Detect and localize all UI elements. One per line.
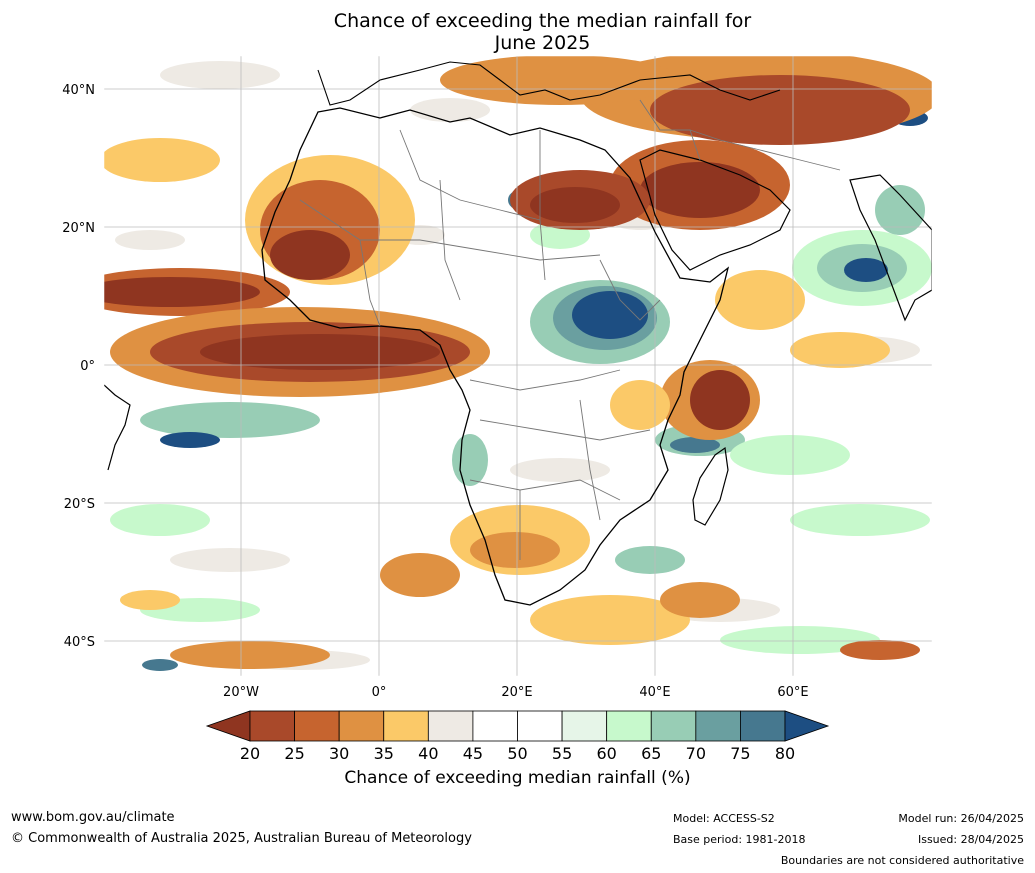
colorbar-swatch bbox=[517, 710, 563, 742]
graticule bbox=[104, 56, 932, 676]
issued-text: Issued: 28/04/2025 bbox=[917, 833, 1024, 846]
colorbar-tick-label: 75 bbox=[730, 744, 750, 763]
wet-anomaly-regions bbox=[110, 110, 932, 671]
colorbar-tick-label: 40 bbox=[418, 744, 438, 763]
madagascar-coastline bbox=[692, 446, 729, 526]
lat-label-40n: 40°N bbox=[62, 83, 95, 98]
lat-label-0: 0° bbox=[80, 359, 95, 374]
colorbar-swatch bbox=[650, 710, 697, 742]
map-frame bbox=[103, 55, 933, 677]
title-line-2: June 2025 bbox=[494, 32, 591, 54]
colorbar-swatch bbox=[249, 710, 295, 742]
latitude-labels: 40°N 20°N 0° 20°S 40°S bbox=[62, 83, 95, 650]
colorbar-tick-label: 50 bbox=[507, 744, 527, 763]
colorbar-swatch bbox=[338, 710, 385, 742]
colorbar-swatch bbox=[695, 710, 741, 742]
lon-label-0: 0° bbox=[372, 685, 387, 700]
colorbar-swatch bbox=[561, 710, 608, 742]
south-america-coastline bbox=[104, 384, 131, 471]
model-run-text: Model run: 26/04/2025 bbox=[898, 812, 1024, 825]
colorbar-swatch bbox=[472, 710, 518, 742]
base-period-text: Base period: 1981-2018 bbox=[673, 833, 806, 846]
colorbar-swatch bbox=[383, 710, 429, 742]
colorbar-tick-label: 30 bbox=[329, 744, 349, 763]
colorbar-swatch bbox=[294, 710, 340, 742]
colorbar-tick-label: 60 bbox=[596, 744, 616, 763]
colorbar-tick-label: 70 bbox=[686, 744, 706, 763]
disclaimer-text: Boundaries are not considered authoritat… bbox=[780, 854, 1024, 867]
africa-coastline bbox=[261, 107, 730, 606]
map-title: Chance of exceeding the median rainfall … bbox=[0, 10, 1035, 54]
india-coastline bbox=[849, 174, 932, 322]
lon-label-40e: 40°E bbox=[639, 685, 670, 700]
colorbar: 20 25 30 35 40 45 50 55 60 65 70 75 80 bbox=[205, 710, 830, 763]
lat-label-40s: 40°S bbox=[64, 635, 95, 650]
lon-label-60e: 60°E bbox=[777, 685, 808, 700]
colorbar-tick-label: 35 bbox=[374, 744, 394, 763]
lon-label-20w: 20°W bbox=[223, 685, 259, 700]
model-text: Model: ACCESS-S2 bbox=[673, 812, 775, 825]
colorbar-tick-label: 45 bbox=[463, 744, 483, 763]
website-link[interactable]: www.bom.gov.au/climate bbox=[11, 810, 175, 825]
colorbar-tick-label: 55 bbox=[552, 744, 572, 763]
lat-label-20s: 20°S bbox=[64, 497, 95, 512]
colorbar-right-extension bbox=[784, 710, 830, 742]
colorbar-swatch bbox=[606, 710, 652, 742]
colorbar-tick-label: 20 bbox=[240, 744, 260, 763]
lat-label-20n: 20°N bbox=[62, 221, 95, 236]
longitude-labels: 20°W 0° 20°E 40°E 60°E bbox=[223, 685, 809, 700]
lon-label-20e: 20°E bbox=[501, 685, 532, 700]
colorbar-swatch bbox=[740, 710, 786, 742]
colorbar-tick-label: 65 bbox=[641, 744, 661, 763]
copyright-text: © Commonwealth of Australia 2025, Austra… bbox=[11, 831, 472, 846]
map-plot-area bbox=[104, 56, 932, 676]
title-line-1: Chance of exceeding the median rainfall … bbox=[333, 10, 752, 32]
colorbar-left-extension bbox=[205, 710, 251, 742]
europe-coastline bbox=[317, 61, 781, 106]
colorbar-swatch bbox=[427, 710, 474, 742]
colorbar-label: Chance of exceeding median rainfall (%) bbox=[344, 768, 691, 788]
country-borders bbox=[299, 99, 841, 560]
colorbar-tick-label: 25 bbox=[284, 744, 304, 763]
colorbar-tick-label: 80 bbox=[775, 744, 795, 763]
